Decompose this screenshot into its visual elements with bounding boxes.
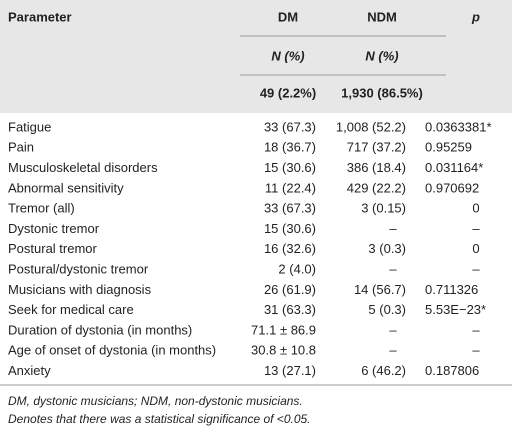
ndm-cell: – (389, 221, 397, 236)
row-label: Musculoskeletal disorders (8, 160, 158, 175)
row-label: Age of onset of dystonia (in months) (8, 343, 216, 358)
ndm-cell: 3 (0.15) (361, 201, 406, 216)
row-label: Anxiety (8, 363, 51, 378)
ndm-cell: 717 (37.2) (347, 140, 406, 155)
dm-cell: 26 (61.9) (264, 282, 316, 297)
header-cell: p (471, 9, 480, 24)
row-label: Abnormal sensitivity (8, 180, 124, 195)
p-cell: 0.970692 (425, 180, 479, 195)
footnote: Denotes that there was a statistical sig… (8, 412, 311, 426)
dm-cell: 15 (30.6) (264, 160, 316, 175)
row-label: Postural tremor (8, 241, 98, 256)
header-background (0, 0, 512, 113)
dm-cell: 31 (63.3) (264, 302, 316, 317)
dm-cell: 2 (4.0) (278, 262, 316, 277)
p-cell: 0 (472, 201, 479, 216)
dm-cell: 15 (30.6) (264, 221, 316, 236)
ndm-cell: 14 (56.7) (354, 282, 406, 297)
ndm-cell: – (389, 322, 397, 337)
total-cell: 49 (2.2%) (260, 85, 316, 100)
dm-cell: 18 (36.7) (264, 140, 316, 155)
row-label: Postural/dystonic tremor (8, 262, 149, 277)
p-cell: – (472, 262, 480, 277)
p-cell: 0.95259 (425, 140, 472, 155)
subheader-cell: N (%) (365, 48, 398, 63)
ndm-cell: 3 (0.3) (368, 241, 406, 256)
ndm-cell: – (389, 343, 397, 358)
dm-cell: 33 (67.3) (264, 119, 316, 134)
row-label: Seek for medical care (8, 302, 134, 317)
dm-cell: 71.1 ± 86.9 (251, 322, 316, 337)
dm-cell: 11 (22.4) (265, 180, 316, 195)
ndm-cell: 1,008 (52.2) (336, 119, 406, 134)
dm-cell: 33 (67.3) (264, 201, 316, 216)
row-label: Duration of dystonia (in months) (8, 322, 192, 337)
ndm-cell: 386 (18.4) (347, 160, 406, 175)
dm-cell: 30.8 ± 10.8 (251, 343, 316, 358)
total-cell: 1,930 (86.5%) (341, 85, 423, 100)
p-cell: – (472, 221, 480, 236)
subheader-cell: N (%) (271, 48, 304, 63)
p-cell: 0.0363381* (425, 119, 492, 134)
ndm-cell: 6 (46.2) (361, 363, 406, 378)
ndm-cell: 5 (0.3) (368, 302, 406, 317)
header-cell: NDM (367, 9, 397, 24)
p-cell: 5.53E−23* (425, 302, 486, 317)
header-cell: Parameter (8, 9, 72, 24)
row-label: Dystonic tremor (8, 221, 100, 236)
footnote: DM, dystonic musicians; NDM, non-dystoni… (8, 394, 303, 408)
p-cell: – (472, 343, 480, 358)
p-cell: – (472, 322, 480, 337)
p-cell: 0.187806 (425, 363, 479, 378)
header-cell: DM (278, 9, 298, 24)
row-label: Fatigue (8, 119, 51, 134)
p-cell: 0.711326 (425, 282, 478, 297)
dm-cell: 13 (27.1) (264, 363, 316, 378)
ndm-cell: – (389, 262, 397, 277)
row-label: Pain (8, 140, 34, 155)
row-label: Musicians with diagnosis (8, 282, 152, 297)
ndm-cell: 429 (22.2) (347, 180, 406, 195)
p-cell: 0 (472, 241, 479, 256)
dm-cell: 16 (32.6) (264, 241, 316, 256)
row-label: Tremor (all) (8, 201, 75, 216)
p-cell: 0.031164* (425, 160, 483, 175)
